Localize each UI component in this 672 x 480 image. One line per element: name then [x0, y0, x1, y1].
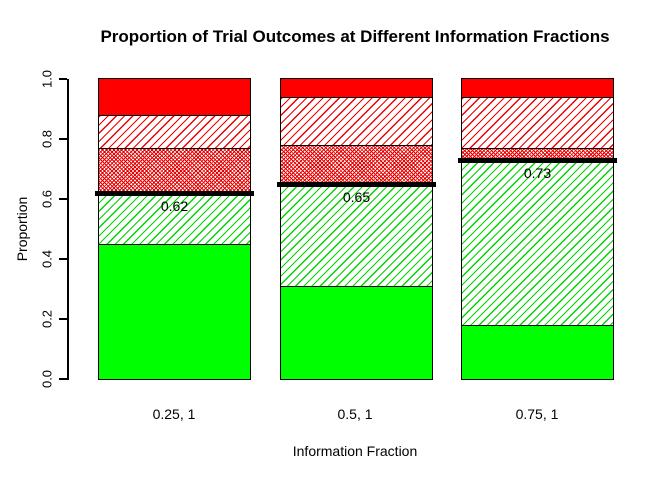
y-tick [59, 258, 67, 260]
y-tick-label-text: 1.0 [39, 69, 55, 89]
y-tick-label-text: 0.6 [39, 189, 55, 209]
threshold-value-label: 0.65 [342, 189, 371, 205]
x-tick-label-2: 0.5, 1 [337, 406, 373, 422]
bar-segment-red-hatched [281, 97, 432, 145]
bar-segment-solid-green-bottom [99, 244, 250, 379]
y-tick [59, 198, 67, 200]
threshold-value-label: 0.62 [160, 198, 189, 214]
bar-segment-red-hatched [462, 97, 613, 148]
y-axis-line [67, 79, 69, 380]
y-tick-label-text: 0.0 [39, 369, 55, 389]
bar-segment-red-dense-hatched [281, 145, 432, 184]
y-tick [59, 378, 67, 380]
x-axis-title: Information Fraction [292, 443, 418, 459]
stacked-bar-2: 0.65 [277, 78, 436, 380]
y-tick-label-text: 0.8 [39, 129, 55, 149]
y-tick [59, 138, 67, 140]
threshold-line [95, 191, 254, 196]
bar-segment-green-hatched [462, 160, 613, 325]
x-tick-label-1: 0.25, 1 [152, 406, 196, 422]
threshold-line [458, 158, 617, 163]
bar-segment-green-hatched [99, 193, 250, 244]
bar-segment-solid-green-bottom [462, 325, 613, 379]
bar-segment-red-dense-hatched [99, 148, 250, 193]
y-tick-label-text: 0.2 [39, 309, 55, 329]
chart-title: Proportion of Trial Outcomes at Differen… [100, 27, 610, 46]
stacked-bar-3: 0.73 [458, 78, 617, 380]
y-tick [59, 318, 67, 320]
y-tick-label-text: 0.4 [39, 249, 55, 269]
plot-area: Proportion 0.0 0.2 0.4 0.6 0.8 1.0 0.62 0.65 0.7… [14, 70, 644, 388]
bar-segment-solid-red-top [99, 79, 250, 115]
y-tick [59, 78, 67, 80]
bar-segment-solid-green-bottom [281, 286, 432, 379]
x-tick-label-3: 0.75, 1 [515, 406, 559, 422]
y-axis-title-text: Proportion [14, 196, 30, 262]
bar-segment-red-dense-hatched [462, 148, 613, 160]
threshold-line [277, 182, 436, 187]
threshold-value-label: 0.73 [523, 165, 552, 181]
bar-segment-solid-red-top [281, 79, 432, 97]
bar-segment-red-hatched [99, 115, 250, 148]
stacked-bar-1: 0.62 [95, 78, 254, 380]
bar-segment-solid-red-top [462, 79, 613, 97]
